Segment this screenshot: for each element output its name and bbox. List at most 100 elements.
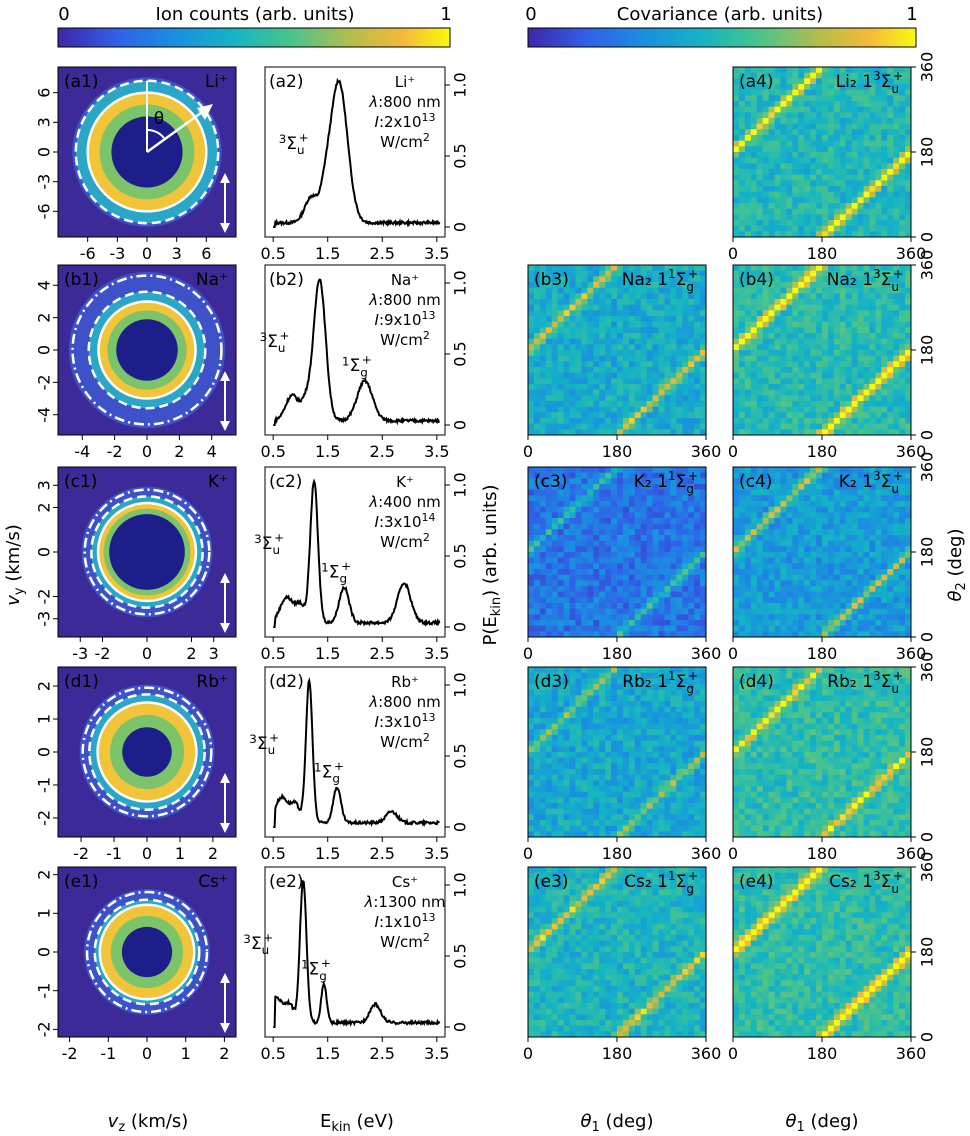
covariance-cell [688, 631, 695, 638]
covariance-cell [774, 299, 781, 306]
covariance-cell [563, 586, 570, 593]
covariance-cell [905, 506, 912, 513]
covariance-cell [533, 299, 541, 306]
covariance-cell [652, 495, 659, 502]
covariance-cell [640, 552, 648, 559]
covariance-cell [694, 378, 701, 385]
covariance-cell [575, 467, 582, 474]
colorbar-left-min: 0 [58, 4, 69, 25]
covariance-cell [839, 84, 847, 91]
covariance-cell [563, 472, 570, 479]
covariance-cell [593, 344, 600, 351]
covariance-cell [750, 174, 758, 181]
covariance-cell [839, 106, 847, 113]
intensity-exponent: 13 [422, 111, 436, 124]
covariance-cell [768, 395, 775, 402]
covariance-cell [581, 625, 588, 632]
covariance-cell [700, 506, 707, 513]
covariance-cell [557, 529, 564, 536]
covariance-cell [750, 478, 758, 485]
covariance-cell [875, 265, 882, 272]
covariance-cell [863, 608, 870, 615]
covariance-cell [744, 101, 752, 108]
covariance-cell [700, 384, 707, 391]
covariance-cell [682, 372, 689, 379]
covariance-cell [575, 512, 582, 519]
covariance-cell [762, 146, 769, 153]
covariance-cell [798, 327, 805, 334]
covariance-cell [646, 569, 653, 576]
covariance-cell [599, 472, 606, 479]
covariance-cell [599, 418, 606, 425]
covariance-cell [569, 316, 576, 323]
covariance-cell [640, 631, 648, 638]
covariance-cell [551, 395, 559, 402]
covariance-cell [810, 529, 817, 536]
covariance-cell [881, 495, 888, 502]
covariance-cell [640, 350, 648, 357]
covariance-cell [688, 299, 695, 306]
covariance-cell [563, 321, 570, 328]
covariance-cell [810, 225, 817, 232]
covariance-cell [738, 557, 746, 564]
covariance-cell [617, 557, 624, 564]
covariance-cell [768, 378, 775, 385]
covariance-cell [587, 614, 594, 621]
covariance-cell [762, 135, 769, 142]
covariance-cell [563, 489, 570, 496]
covariance-cell [744, 406, 752, 413]
covariance-cell [774, 423, 781, 430]
covariance-cell [539, 814, 547, 821]
covariance-cell [733, 489, 740, 496]
covariance-cell [682, 406, 689, 413]
covariance-cell [881, 163, 888, 170]
covariance-cell [845, 180, 853, 187]
vmi-x-tick-label: 1 [175, 844, 185, 863]
covariance-cell [664, 276, 671, 283]
covariance-cell [744, 135, 752, 142]
covariance-cell [640, 378, 648, 385]
covariance-cell [738, 489, 746, 496]
covariance-cell [869, 321, 876, 328]
covariance-cell [700, 395, 707, 402]
covariance-cell [786, 361, 793, 368]
covariance-cell [804, 372, 811, 379]
covariance-cell [670, 506, 677, 513]
covariance-cell [670, 367, 677, 374]
covariance-cell [545, 472, 553, 479]
covariance-cell [694, 372, 701, 379]
covariance-cell [780, 186, 787, 193]
covariance-cell [628, 406, 636, 413]
colorbar-left [57, 27, 451, 48]
covariance-cell [881, 197, 888, 204]
covariance-cell [869, 489, 876, 496]
covariance-cell [816, 146, 823, 153]
covariance-cell [804, 418, 811, 425]
covariance-cell [786, 406, 793, 413]
covariance-cell [646, 614, 653, 621]
covariance-cell [533, 672, 541, 679]
covariance-cell [569, 418, 576, 425]
covariance-cell [569, 574, 576, 581]
covariance-cell [863, 197, 870, 204]
covariance-cell [599, 287, 606, 294]
covariance-cell [738, 203, 746, 210]
covariance-cell [605, 265, 612, 272]
covariance-cell [887, 186, 894, 193]
covariance-cell [827, 344, 835, 351]
covariance-cell [786, 552, 793, 559]
covariance-cell [762, 535, 769, 542]
covariance-cell [694, 484, 701, 491]
covariance-cell [822, 338, 829, 345]
covariance-cell [863, 265, 870, 272]
covariance-cell [863, 191, 870, 198]
covariance-cell [881, 586, 888, 593]
covariance-cell [640, 467, 648, 474]
covariance-cell [738, 535, 746, 542]
covariance-cell [839, 552, 847, 559]
covariance-cell [774, 406, 781, 413]
covariance-cell [810, 546, 817, 553]
covariance-cell [780, 299, 787, 306]
covariance-cell [581, 276, 588, 283]
